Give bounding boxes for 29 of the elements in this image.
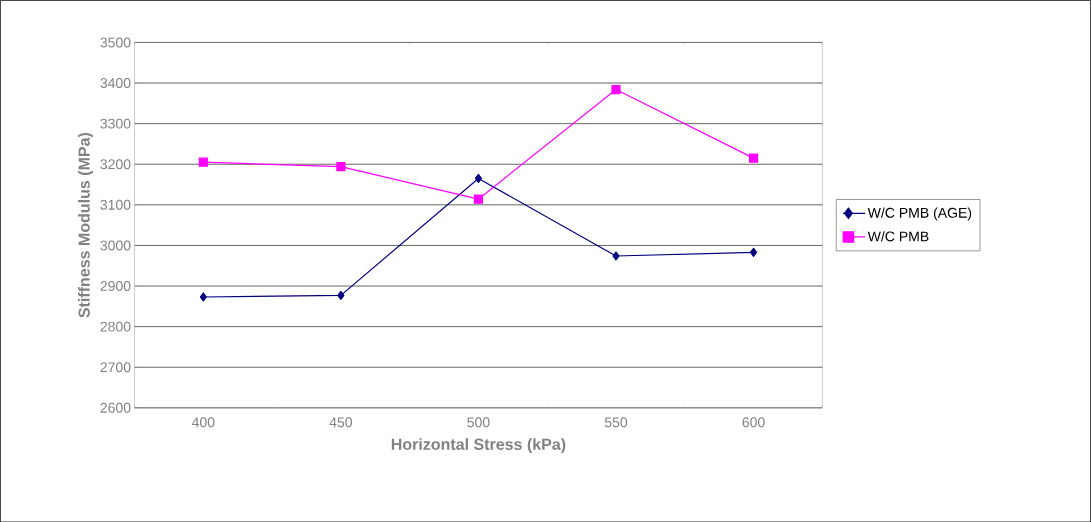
point xyxy=(336,161,346,172)
y-tick-label: 3400 xyxy=(100,77,131,88)
point xyxy=(749,247,758,257)
point xyxy=(748,153,759,163)
point xyxy=(473,194,484,204)
point xyxy=(611,84,621,94)
y-axis-title: Stiffness Modulus (MPa) xyxy=(78,132,93,318)
point xyxy=(337,290,345,300)
x-tick-label: 600 xyxy=(742,417,765,428)
y-tick-label: 3100 xyxy=(100,199,131,210)
y-tick-label: 3000 xyxy=(100,240,131,251)
x-tick-label: 500 xyxy=(467,417,490,428)
point xyxy=(474,173,483,183)
y-tick-label: 2900 xyxy=(100,280,131,291)
y-tick-label: 2600 xyxy=(100,402,131,413)
x-tick-label: 550 xyxy=(604,417,628,428)
x-tick-label: 450 xyxy=(329,417,353,428)
legend-label: W/C PMB (AGE) xyxy=(867,207,972,221)
y-tick-label: 3200 xyxy=(100,159,131,170)
x-axis-title: Horizontal Stress (kPa) xyxy=(391,438,566,453)
point xyxy=(198,157,208,167)
x-tick-label: 400 xyxy=(191,417,215,428)
point xyxy=(612,251,620,261)
y-tick-label: 2800 xyxy=(100,321,131,332)
legend-label: W/C PMB xyxy=(867,230,929,242)
y-tick-label: 2700 xyxy=(100,362,131,373)
y-tick-label: 3500 xyxy=(100,37,131,48)
point xyxy=(199,292,207,302)
y-tick-label: 3300 xyxy=(100,118,131,129)
